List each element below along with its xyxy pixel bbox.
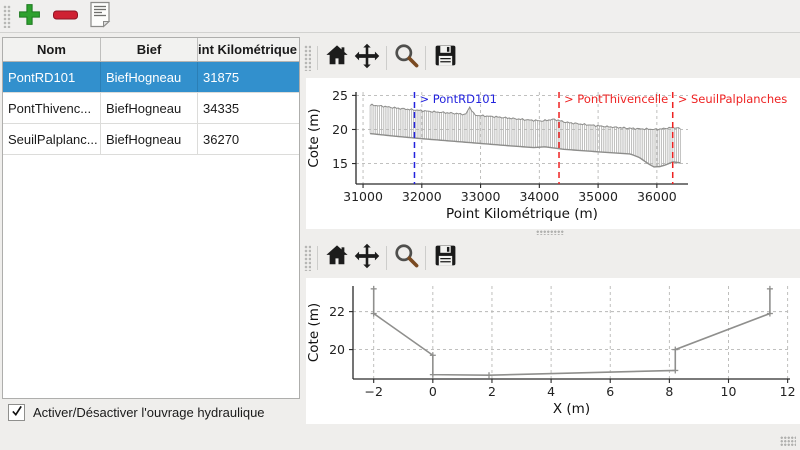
plus-icon: [17, 2, 42, 32]
svg-text:12: 12: [780, 384, 796, 399]
pan-button[interactable]: [352, 243, 382, 273]
svg-text:> PontRD101: > PontRD101: [419, 92, 496, 106]
toolbar-drag-handle[interactable]: [3, 5, 11, 28]
section-plot-toolbar: [302, 240, 800, 276]
zoom-button[interactable]: [391, 43, 421, 73]
pan-button[interactable]: [352, 43, 382, 73]
plots-splitter-handle[interactable]: [536, 230, 564, 235]
svg-text:6: 6: [606, 384, 614, 399]
svg-text:32000: 32000: [402, 189, 442, 204]
svg-text:X (m): X (m): [553, 401, 590, 417]
svg-text:31000: 31000: [343, 189, 383, 204]
svg-text:2: 2: [488, 384, 496, 399]
svg-text:20: 20: [332, 122, 348, 137]
home-button[interactable]: [322, 243, 352, 273]
home-icon: [324, 43, 350, 74]
toolbar-separator: [425, 46, 426, 70]
document-icon: [88, 1, 112, 33]
home-button[interactable]: [322, 43, 352, 73]
plot-toolbar-drag-handle[interactable]: [304, 245, 311, 271]
svg-text:10: 10: [721, 384, 737, 399]
save-button[interactable]: [430, 43, 460, 73]
table-row-pontrd101[interactable]: PontRD101 BiefHogneau 31875: [3, 62, 299, 93]
svg-text:Cote (m): Cote (m): [306, 108, 322, 167]
table-row-seuilpalplanches[interactable]: SeuilPalplanc... BiefHogneau 36270: [3, 124, 299, 155]
save-icon: [433, 243, 458, 273]
pan-icon: [353, 42, 381, 75]
svg-text:35000: 35000: [578, 189, 618, 204]
remove-button[interactable]: [51, 3, 79, 31]
toolbar-separator: [386, 246, 387, 270]
save-icon: [433, 43, 458, 73]
minus-icon: [52, 2, 79, 32]
section-chart[interactable]: −2 0 2 4 6 8 10 12 20 22 X (m) Cote (m): [306, 278, 800, 424]
toolbar-separator: [425, 246, 426, 270]
table-row-pontthivencelle[interactable]: PontThivenc... BiefHogneau 34335: [3, 93, 299, 124]
notes-button[interactable]: [86, 1, 114, 33]
zoom-icon: [393, 242, 420, 274]
main-toolbar: [0, 0, 800, 33]
plot-toolbar-drag-handle[interactable]: [304, 45, 311, 71]
table-header: Nom Bief Point Kilométrique: [3, 38, 299, 62]
enable-structure-label: Activer/Désactiver l'ouvrage hydraulique: [33, 405, 265, 420]
svg-text:Point Kilométrique (m): Point Kilométrique (m): [446, 206, 598, 222]
add-button[interactable]: [15, 3, 43, 31]
home-icon: [324, 243, 350, 274]
svg-text:15: 15: [332, 156, 348, 171]
enable-structure-row: Activer/Désactiver l'ouvrage hydraulique: [8, 404, 265, 421]
svg-text:25: 25: [332, 88, 348, 103]
svg-text:0: 0: [429, 384, 437, 399]
svg-text:33000: 33000: [461, 189, 501, 204]
svg-text:4: 4: [547, 384, 555, 399]
section-plot-figure[interactable]: −2 0 2 4 6 8 10 12 20 22 X (m) Cote (m): [306, 278, 800, 424]
svg-text:> SeuilPalplanches: > SeuilPalplanches: [678, 92, 788, 106]
toolbar-separator: [386, 46, 387, 70]
col-header-bief[interactable]: Bief: [101, 38, 198, 61]
pan-icon: [353, 242, 381, 275]
col-header-nom[interactable]: Nom: [3, 38, 101, 61]
structures-table: Nom Bief Point Kilométrique PontRD101 Bi…: [2, 37, 300, 399]
svg-text:> PontThivencelle: > PontThivencelle: [564, 92, 668, 106]
svg-text:Cote (m): Cote (m): [306, 303, 322, 362]
save-button[interactable]: [430, 243, 460, 273]
profile-plot-toolbar: [302, 40, 800, 76]
toolbar-separator: [317, 246, 318, 270]
profile-chart[interactable]: 31000 32000 33000 34000 35000 36000 15 20 25 Poin…: [306, 78, 800, 229]
col-header-pk[interactable]: Point Kilométrique: [198, 42, 297, 57]
svg-text:22: 22: [329, 304, 345, 319]
svg-text:8: 8: [665, 384, 673, 399]
toolbar-separator: [317, 46, 318, 70]
resize-grip[interactable]: [780, 436, 796, 447]
enable-structure-checkbox[interactable]: [8, 404, 25, 421]
check-icon: [11, 405, 23, 420]
svg-text:−2: −2: [364, 384, 382, 399]
zoom-icon: [393, 42, 420, 74]
svg-text:36000: 36000: [637, 189, 677, 204]
profile-plot-figure[interactable]: 31000 32000 33000 34000 35000 36000 15 20 25 Poin…: [306, 78, 800, 229]
svg-text:20: 20: [329, 342, 345, 357]
zoom-button[interactable]: [391, 243, 421, 273]
svg-text:34000: 34000: [519, 189, 559, 204]
